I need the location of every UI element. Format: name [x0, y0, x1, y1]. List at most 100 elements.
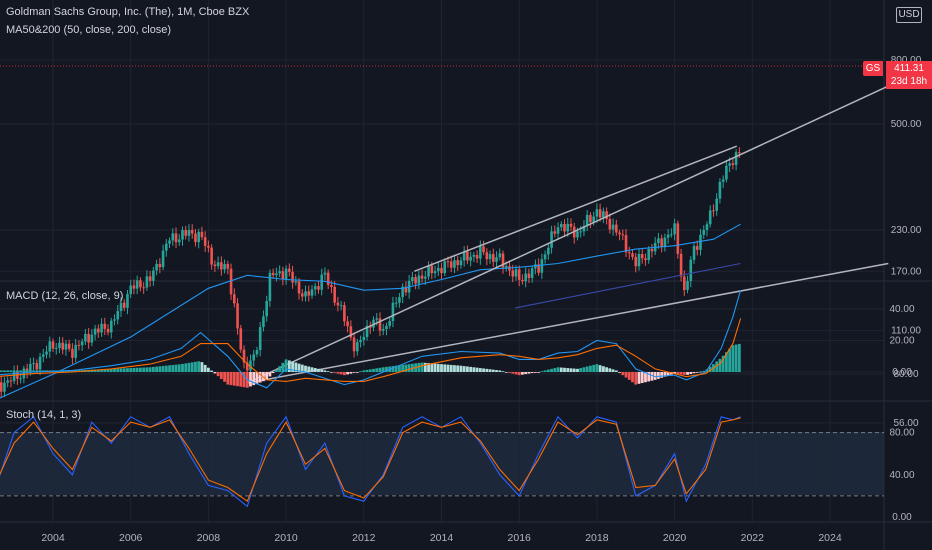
- candle-body: [165, 243, 168, 251]
- candle-body: [436, 267, 440, 272]
- stoch-k-line: [0, 415, 741, 508]
- candle-body: [262, 316, 265, 328]
- candle-body: [271, 272, 275, 276]
- macd-histogram-bar: [660, 372, 664, 378]
- macd-histogram-bar: [365, 369, 369, 372]
- macd-histogram-bar: [362, 370, 366, 372]
- macd-histogram-bar: [563, 367, 566, 372]
- macd-histogram-bar: [404, 364, 408, 372]
- candle-body: [608, 218, 612, 230]
- macd-histogram-bar: [657, 372, 660, 379]
- candle-body: [456, 260, 459, 266]
- candle-body: [294, 281, 298, 283]
- candle-body: [488, 254, 492, 260]
- macd-histogram-bar: [708, 366, 712, 372]
- price-tick-label: 110.00: [891, 326, 921, 337]
- candle-body: [527, 273, 531, 278]
- macd-histogram-bar: [142, 367, 146, 372]
- macd-histogram-bar: [359, 371, 362, 373]
- macd-histogram-bar: [430, 363, 434, 372]
- macd-histogram-bar: [543, 370, 547, 372]
- macd-histogram-bar: [537, 372, 541, 373]
- time-tick-label: 2014: [430, 532, 454, 544]
- candle-body: [168, 240, 171, 244]
- candle-body: [152, 270, 155, 281]
- macd-histogram-bar: [624, 372, 628, 378]
- candle-body: [582, 225, 586, 232]
- candle-body: [330, 284, 333, 287]
- macd-histogram-bar: [569, 368, 573, 372]
- macd-histogram-bar: [540, 371, 544, 373]
- macd-histogram-bar: [511, 372, 515, 374]
- macd-histogram-bar: [459, 365, 463, 372]
- macd-histogram-bar: [3, 370, 6, 372]
- currency-button[interactable]: USD: [896, 7, 922, 23]
- macd-histogram-bar: [74, 370, 78, 372]
- candle-body: [378, 318, 382, 331]
- bar-countdown: 23d 18h: [890, 76, 928, 87]
- candle-body: [258, 327, 262, 351]
- candle-body: [420, 275, 424, 279]
- candle-body: [524, 273, 527, 282]
- macd-histogram-bar: [304, 365, 307, 372]
- candle-body: [615, 224, 618, 233]
- macd-histogram-bar: [734, 344, 738, 372]
- candle-body: [712, 210, 715, 212]
- candle-body: [229, 268, 233, 295]
- macd-histogram-bar: [129, 368, 133, 372]
- candle-body: [326, 272, 330, 285]
- candle-body: [300, 293, 304, 297]
- macd-histogram-bar: [679, 372, 683, 375]
- ma50-line: [0, 223, 741, 399]
- macd-histogram-bar: [71, 370, 74, 372]
- macd-histogram-bar: [728, 348, 732, 372]
- macd-histogram-bar: [268, 372, 272, 377]
- candle-body: [61, 342, 65, 350]
- candle-body: [255, 350, 259, 355]
- candle-body: [631, 253, 634, 257]
- macd-histogram-bar: [109, 368, 113, 372]
- macd-histogram-bar: [488, 369, 492, 372]
- candle-body: [54, 347, 58, 349]
- candle-body: [663, 237, 667, 248]
- candle-body: [71, 348, 74, 358]
- macd-histogram-bar: [103, 369, 107, 372]
- macd-histogram-bar: [653, 372, 657, 380]
- macd-histogram-bar: [139, 367, 142, 372]
- macd-histogram-bar: [213, 372, 217, 374]
- candle-body: [22, 368, 26, 379]
- macd-histogram-bar: [508, 372, 511, 373]
- macd-histogram-bar: [116, 368, 120, 372]
- candle-body: [281, 271, 285, 280]
- candle-body: [317, 286, 320, 290]
- candle-body: [58, 342, 61, 348]
- macd-histogram-bar: [181, 363, 184, 372]
- macd-histogram-bar: [93, 369, 97, 372]
- time-tick-label: 2020: [663, 532, 687, 544]
- macd-histogram-bar: [572, 368, 576, 372]
- macd-histogram-bar: [330, 372, 333, 373]
- candle-body: [647, 248, 650, 261]
- macd-histogram-bar: [644, 372, 647, 383]
- candle-body: [394, 302, 398, 304]
- macd-histogram-bar: [631, 372, 634, 383]
- candle-body: [504, 266, 508, 268]
- candle-body: [252, 354, 256, 361]
- candle-body: [579, 231, 583, 233]
- candle-body: [87, 333, 90, 343]
- candle-body: [223, 263, 226, 270]
- candle-body: [239, 328, 243, 350]
- candle-body: [517, 269, 521, 280]
- candle-body: [495, 257, 498, 262]
- macd-histogram-bar: [291, 361, 294, 372]
- macd-histogram-bar: [375, 368, 379, 372]
- macd-line: [0, 289, 742, 389]
- macd-histogram-bar: [666, 372, 670, 376]
- macd-histogram-bar: [436, 363, 440, 372]
- candle-body: [417, 275, 421, 284]
- candle-body: [472, 254, 476, 257]
- candle-body: [482, 246, 485, 253]
- macd-histogram-bar: [177, 364, 181, 372]
- candle-body: [385, 325, 388, 330]
